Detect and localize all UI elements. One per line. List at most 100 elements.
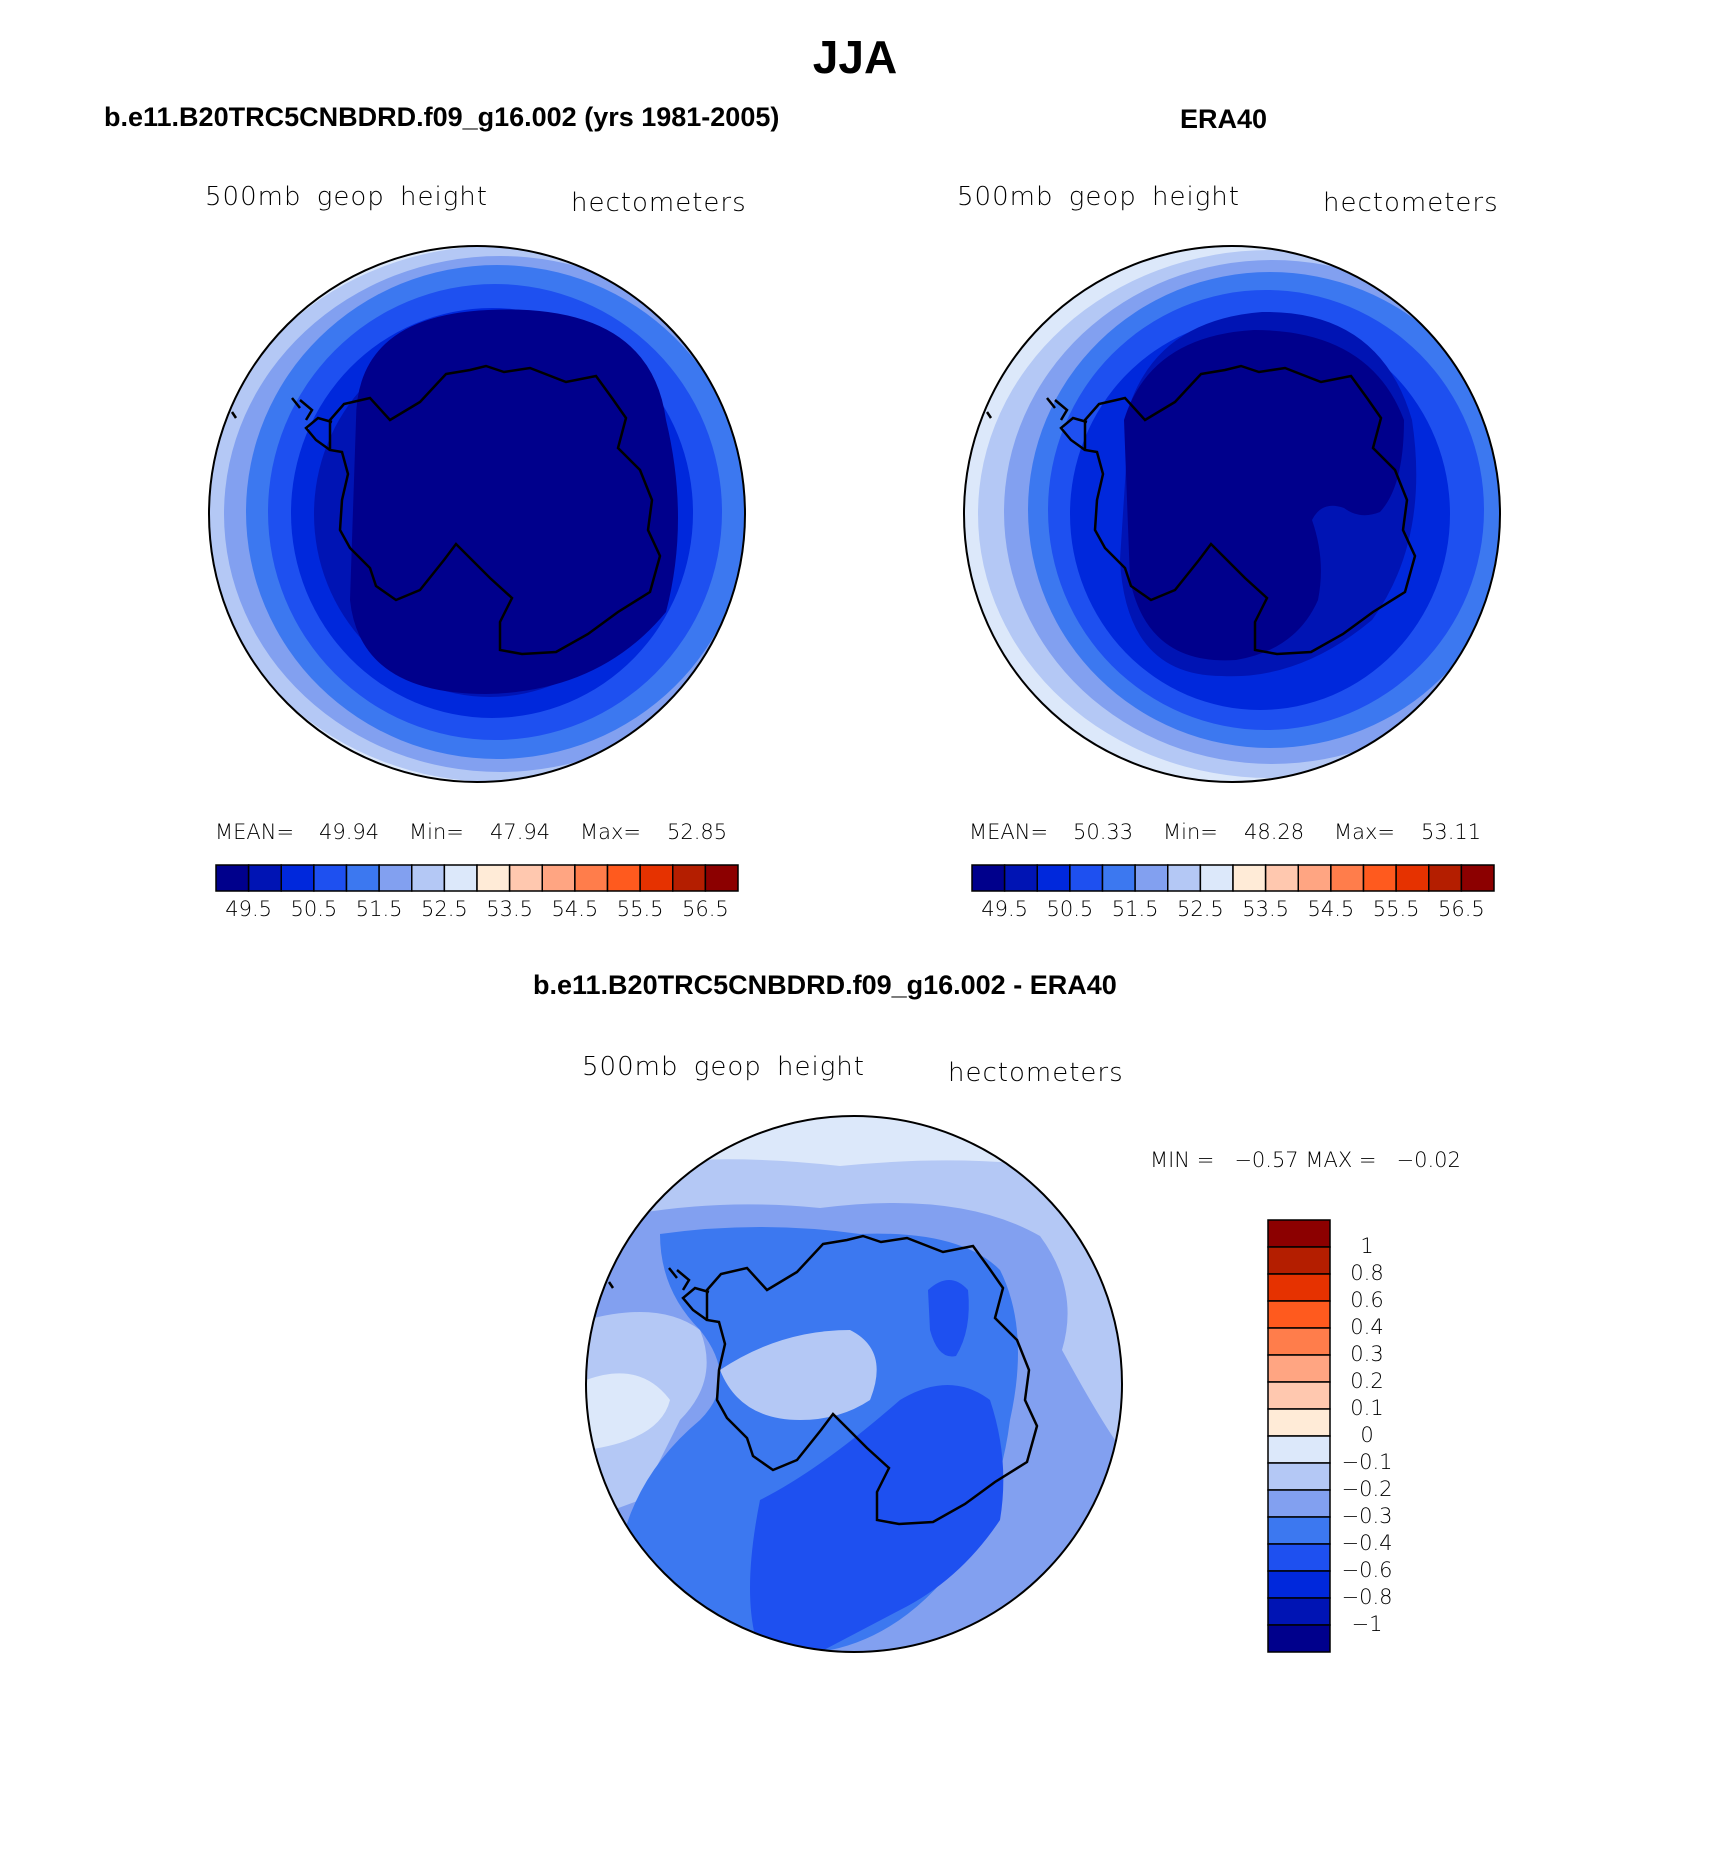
panel1-min-value: 47.94 (490, 820, 551, 844)
panel2-colorbar-swatch (1199, 864, 1234, 892)
panel2-colorbar-swatch (1069, 864, 1104, 892)
panel3-colorbar-tick-label: −1 (1351, 1612, 1383, 1636)
panel1-south-america-tip (230, 411, 238, 419)
panel1-colorbar-tick-label: 49.5 (225, 897, 272, 921)
panel1-colorbar-swatch (280, 864, 315, 892)
panel2-colorbar-swatch (1460, 864, 1495, 892)
panel1-colorbar-swatch (574, 864, 609, 892)
panel1-contour-min (350, 309, 678, 694)
panel1-colorbar (215, 864, 739, 892)
panel1-colorbar-tick-label: 55.5 (616, 897, 664, 921)
panel2-colorbar-swatch (1036, 864, 1071, 892)
panel3-colorbar-tick-label: −0.1 (1341, 1450, 1393, 1474)
panel1-colorbar-swatch (215, 864, 250, 892)
panel3-colorbar-tick-label: 0.2 (1350, 1369, 1384, 1393)
panel3-islands-outline (668, 1267, 691, 1291)
panel1-colorbar-swatch (541, 864, 576, 892)
panel1-colorbar-swatch (476, 864, 511, 892)
panel2-colorbar-swatch (1428, 864, 1463, 892)
panel3-colorbar-tick-label: −0.3 (1341, 1504, 1393, 1528)
panel1-colorbar-tick-label: 53.5 (486, 897, 533, 921)
panel1-map-border (208, 245, 746, 783)
panel1-heading: b.e11.B20TRC5CNBDRD.f09_g16.002 (yrs 198… (104, 102, 780, 132)
panel3-variable: 500mb geop height (582, 1052, 865, 1082)
panel2-colorbar (971, 864, 1495, 892)
panel1-peninsula-outline (304, 416, 333, 452)
panel1-colorbar-swatch (378, 864, 413, 892)
panel3-colorbar-swatch (1267, 1273, 1331, 1302)
panel2-max-label: Max= (1334, 820, 1396, 844)
panel3-colorbar-tick-label: 0.4 (1350, 1315, 1384, 1339)
panel3-colorbar-swatch (1267, 1516, 1331, 1545)
panel3-colorbar-swatch (1267, 1381, 1331, 1410)
panel1-units: hectometers (571, 188, 747, 218)
panel1-variable: 500mb geop height (205, 182, 488, 212)
panel1-colorbar-tick-label: 51.5 (355, 897, 403, 921)
panel2-colorbar-swatch (971, 864, 1006, 892)
panel3-colorbar-tick-label: −0.8 (1341, 1585, 1393, 1609)
panel3-colorbar-swatch (1267, 1624, 1331, 1653)
panel2-contour-min (1124, 330, 1404, 661)
panel3-colorbar (1267, 1219, 1331, 1653)
panel3-contour-interior-light (720, 1330, 877, 1420)
panel2-islands-outline (1046, 397, 1069, 421)
panel2-colorbar-swatch (1232, 864, 1267, 892)
panel2-colorbar-swatch (1297, 864, 1332, 892)
panel2-colorbar-tick-label: 52.5 (1176, 897, 1224, 921)
panel3-colorbar-swatch (1267, 1570, 1331, 1599)
panel3-peninsula-outline (681, 1286, 710, 1322)
panel1-max-value: 52.85 (667, 820, 728, 844)
panel1-colorbar-swatch (639, 864, 674, 892)
panel2-colorbar-tick-label: 49.5 (981, 897, 1028, 921)
panel1-colorbar-swatch (247, 864, 282, 892)
panel2-colorbar-swatch (1395, 864, 1430, 892)
panel2-min-value: 48.28 (1244, 820, 1305, 844)
panel1-colorbar-swatch (704, 864, 739, 892)
panel1-colorbar-tick-label: 54.5 (551, 897, 599, 921)
panel3-contour-west-lightest (586, 1373, 670, 1450)
panel2-colorbar-swatch (1101, 864, 1136, 892)
figure-title: JJA (812, 31, 898, 83)
panel2-colorbar-tick-label: 53.5 (1242, 897, 1289, 921)
panel1-colorbar-swatch (345, 864, 380, 892)
panel3-colorbar-tick-label: −0.2 (1341, 1477, 1393, 1501)
panel3-colorbar-tick-label: 0 (1360, 1423, 1374, 1447)
panel2-antarctica-coastline (1083, 364, 1417, 656)
panel1-islands-outline (291, 397, 314, 421)
panel3-colorbar-tick-label: 0.8 (1350, 1261, 1384, 1285)
panel3-colorbar-swatch (1267, 1489, 1331, 1518)
panel3-colorbar-tick-label: −0.4 (1341, 1531, 1393, 1555)
panel1-colorbar-swatch (508, 864, 543, 892)
panel3-map (585, 1115, 1123, 1653)
panel3-colorbar-tick-label: 0.3 (1350, 1342, 1384, 1366)
panel3-colorbar-swatch (1267, 1354, 1331, 1383)
panel3-contour-east-blob (928, 1280, 969, 1357)
panel1-colorbar-swatch (411, 864, 446, 892)
panel3-map-border (585, 1115, 1123, 1653)
panel2-map-border (963, 245, 1501, 783)
panel2-colorbar-swatch (1167, 864, 1202, 892)
panel3-minmax: MIN = −0.57 MAX = −0.02 (1150, 1148, 1461, 1172)
panel3-colorbar-tick-label: 1 (1360, 1234, 1374, 1258)
panel2-mean-label: MEAN= (969, 820, 1049, 844)
panel3-colorbar-swatch (1267, 1462, 1331, 1491)
panel1-colorbar-swatch (313, 864, 348, 892)
panel3-colorbar-swatch (1267, 1435, 1331, 1464)
panel3-colorbar-swatch (1267, 1597, 1331, 1626)
panel2-colorbar-swatch (1003, 864, 1038, 892)
panel3-colorbar-swatch (1267, 1408, 1331, 1437)
panel2-variable: 500mb geop height (957, 182, 1240, 212)
panel1-map (208, 245, 746, 783)
panel3-colorbar-swatch (1267, 1327, 1331, 1356)
panel1-colorbar-tick-label: 50.5 (290, 897, 338, 921)
panel2-colorbar-tick-label: 56.5 (1437, 897, 1485, 921)
panel2-colorbar-tick-label: 50.5 (1046, 897, 1094, 921)
panel1-max-label: Max= (580, 820, 642, 844)
panel3-colorbar-tick-label: −0.6 (1341, 1558, 1393, 1582)
panel2-map (963, 245, 1501, 783)
panel2-colorbar-tick-label: 51.5 (1111, 897, 1159, 921)
panel2-colorbar-swatch (1362, 864, 1397, 892)
panel2-max-value: 53.11 (1421, 820, 1482, 844)
panel1-colorbar-tick-label: 56.5 (681, 897, 729, 921)
